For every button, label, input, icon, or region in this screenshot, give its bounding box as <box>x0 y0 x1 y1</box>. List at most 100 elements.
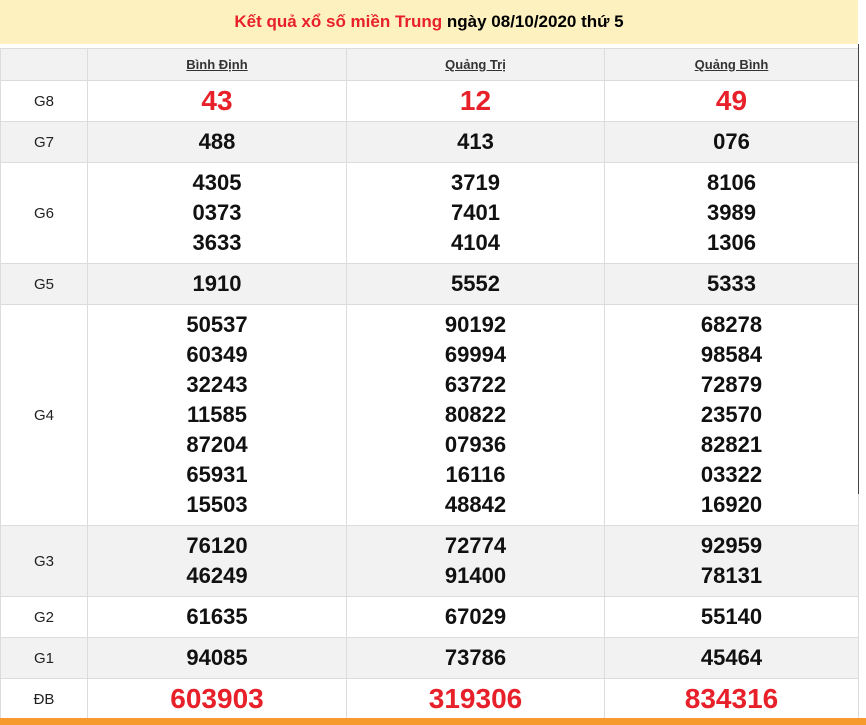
prize-number: 5552 <box>451 271 500 296</box>
title-date: ngày 08/10/2020 thứ 5 <box>442 12 624 31</box>
prize-cell: 61635 <box>87 596 347 638</box>
title-highlight: Kết quả xổ số miền Trung <box>234 12 443 31</box>
province-link[interactable]: Bình Định <box>186 57 248 72</box>
prize-cell: 94085 <box>87 637 347 679</box>
prize-number: 73786 <box>444 645 507 670</box>
prize-number: 15503 <box>186 492 248 517</box>
prize-cell: 834316 <box>604 678 859 720</box>
header-empty <box>0 48 88 81</box>
prize-cell: 45464 <box>604 637 859 679</box>
prize-number: 7401 <box>451 200 500 225</box>
prize-number: 23570 <box>700 402 763 427</box>
prize-number: 16920 <box>700 492 763 517</box>
prize-number: 50537 <box>186 312 248 337</box>
prize-row-6: G3 76120 46249 72774 91400 92959 78131 <box>0 525 859 597</box>
prize-cell: 076 <box>604 121 859 163</box>
prize-cell: 67029 <box>346 596 605 638</box>
prize-number: 67029 <box>444 604 507 629</box>
prize-number: 46249 <box>186 563 248 588</box>
prize-cell: 55140 <box>604 596 859 638</box>
prize-number: 3719 <box>451 170 500 195</box>
prize-cell: 68278 98584 72879 23570 82821 03322 16920 <box>604 304 859 526</box>
prize-row-3: G6 4305 0373 3633 3719 7401 4104 8106 3989 1306 <box>0 162 859 264</box>
prize-row-7: G2 61635 67029 55140 <box>0 596 859 638</box>
results-title: Kết quả xổ số miền Trung ngày 08/10/2020… <box>0 0 858 44</box>
prize-number: 319306 <box>428 683 523 714</box>
prize-number: 55140 <box>700 604 763 629</box>
prize-row-9: ĐB 603903 319306 834316 <box>0 678 859 720</box>
prize-label: G8 <box>0 80 88 122</box>
prize-row-2: G7 488 413 076 <box>0 121 859 163</box>
prize-number: 413 <box>457 129 494 154</box>
prize-number: 92959 <box>700 533 763 558</box>
prize-row-5: G4 50537 60349 32243 11585 87204 65931 15503 901… <box>0 304 859 526</box>
prize-cell: 603903 <box>87 678 347 720</box>
prize-number: 4305 <box>192 170 242 195</box>
prize-number: 45464 <box>700 645 763 670</box>
prize-number: 43 <box>201 85 233 116</box>
prize-cell: 90192 69994 63722 80822 07936 16116 48842 <box>346 304 605 526</box>
prize-number: 63722 <box>444 372 507 397</box>
prize-cell: 8106 3989 1306 <box>604 162 859 264</box>
prize-number: 82821 <box>700 432 763 457</box>
prize-number: 91400 <box>444 563 507 588</box>
prize-label: G3 <box>0 525 88 597</box>
prize-number: 0373 <box>192 200 242 225</box>
prize-cell: 5333 <box>604 263 859 305</box>
prize-number: 8106 <box>707 170 756 195</box>
prize-number: 3989 <box>707 200 756 225</box>
prize-number: 603903 <box>170 683 264 714</box>
prize-number: 076 <box>713 129 750 154</box>
prize-number: 72774 <box>444 533 507 558</box>
prize-cell: 4305 0373 3633 <box>87 162 347 264</box>
prize-number: 80822 <box>444 402 507 427</box>
prize-label: G6 <box>0 162 88 264</box>
prize-number: 32243 <box>186 372 248 397</box>
prize-number: 4104 <box>451 230 500 255</box>
prize-label: G4 <box>0 304 88 526</box>
prize-cell: 5552 <box>346 263 605 305</box>
prize-cell: 12 <box>346 80 605 122</box>
prize-number: 834316 <box>684 683 779 714</box>
bottom-bar <box>0 718 866 725</box>
province-link[interactable]: Quảng Trị <box>445 57 506 72</box>
prize-number: 16116 <box>445 462 506 487</box>
prize-number: 11585 <box>187 402 247 427</box>
prize-number: 61635 <box>186 604 248 629</box>
prize-number: 87204 <box>186 432 248 457</box>
prize-number: 12 <box>459 85 492 116</box>
prize-number: 07936 <box>444 432 507 457</box>
prize-number: 98584 <box>700 342 763 367</box>
prize-cell: 43 <box>87 80 347 122</box>
prize-number: 65931 <box>186 462 248 487</box>
results-table: Bình Định Quảng Trị Quảng Bình G8 43 12 49 G… <box>0 48 859 720</box>
scrollbar[interactable] <box>858 44 866 494</box>
prize-number: 94085 <box>186 645 248 670</box>
prize-label: G2 <box>0 596 88 638</box>
prize-label: G5 <box>0 263 88 305</box>
prize-number: 90192 <box>444 312 507 337</box>
prize-cell: 488 <box>87 121 347 163</box>
header-row: Bình Định Quảng Trị Quảng Bình <box>0 48 859 81</box>
prize-cell: 73786 <box>346 637 605 679</box>
prize-number: 03322 <box>700 462 763 487</box>
prize-cell: 1910 <box>87 263 347 305</box>
prize-cell: 76120 46249 <box>87 525 347 597</box>
prize-label: G7 <box>0 121 88 163</box>
prize-number: 48842 <box>444 492 507 517</box>
prize-cell: 50537 60349 32243 11585 87204 65931 15503 <box>87 304 347 526</box>
prize-number: 76120 <box>186 533 248 558</box>
prize-row-8: G1 94085 73786 45464 <box>0 637 859 679</box>
prize-number: 1910 <box>192 271 242 296</box>
prize-number: 488 <box>198 129 236 154</box>
prize-cell: 319306 <box>346 678 605 720</box>
prize-number: 78131 <box>700 563 763 588</box>
province-link[interactable]: Quảng Bình <box>694 57 769 72</box>
prize-cell: 3719 7401 4104 <box>346 162 605 264</box>
prize-label: G1 <box>0 637 88 679</box>
prize-number: 69994 <box>444 342 507 367</box>
prize-row-4: G5 1910 5552 5333 <box>0 263 859 305</box>
prize-label: ĐB <box>0 678 88 720</box>
prize-number: 49 <box>715 85 748 116</box>
prize-cell: 92959 78131 <box>604 525 859 597</box>
